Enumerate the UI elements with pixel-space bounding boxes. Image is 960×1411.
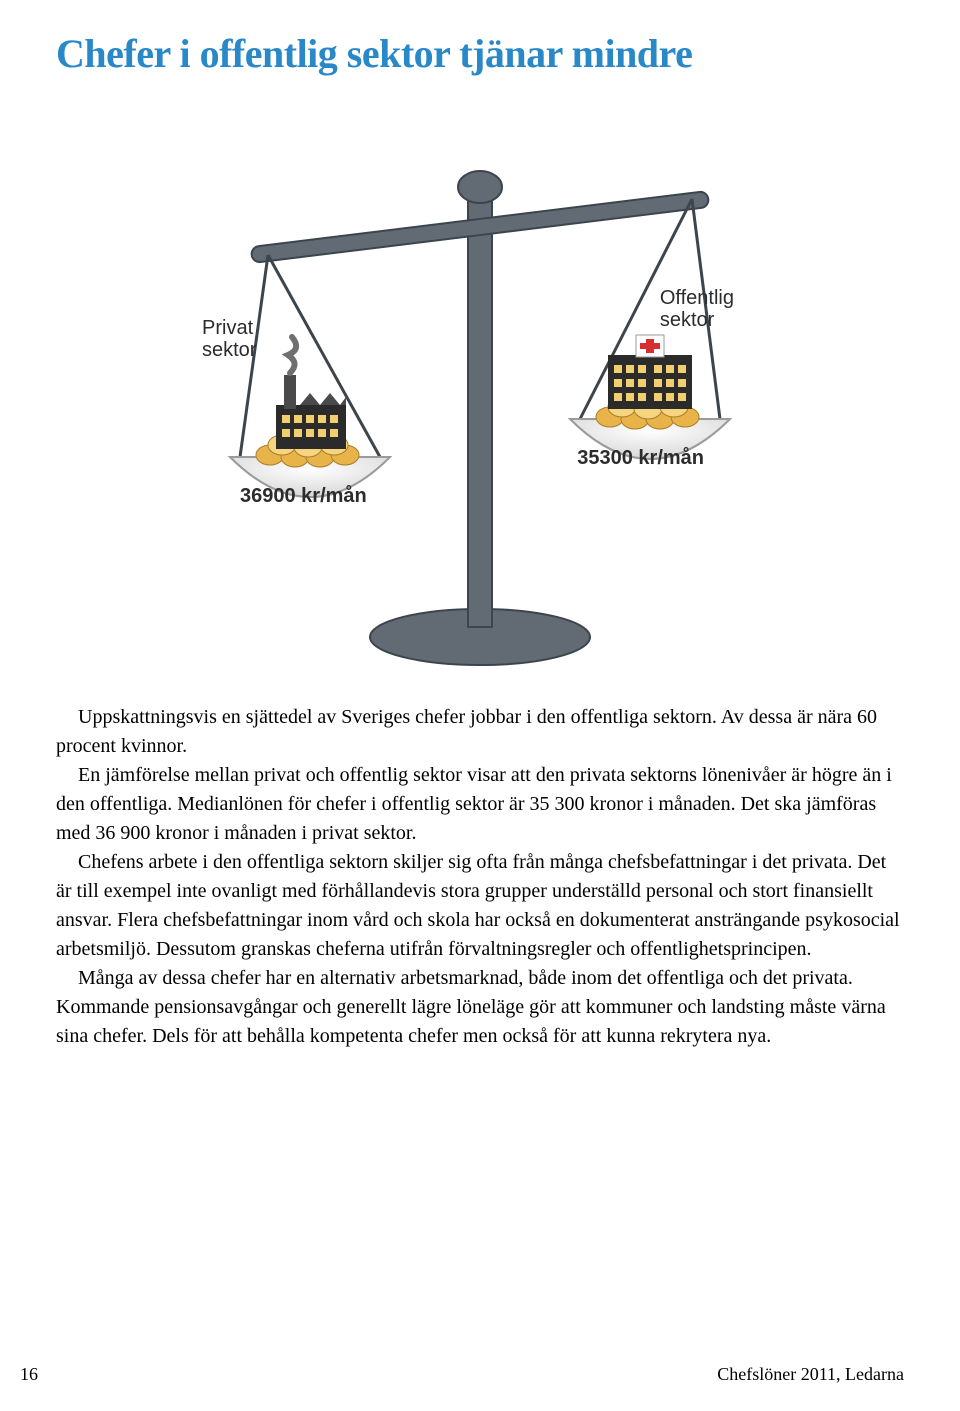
page-number: 16 <box>20 1364 38 1385</box>
right-label-line2: sektor <box>660 309 714 331</box>
paragraph: En jämförelse mellan privat och offentli… <box>56 761 904 848</box>
paragraph: Många av dessa chefer har en alternativ … <box>56 964 904 1051</box>
scale-svg <box>200 137 760 667</box>
left-pan-value: 36900 kr/mån <box>240 485 367 508</box>
body-text: Uppskattningsvis en sjättedel av Sverige… <box>56 703 904 1051</box>
paragraph: Uppskattningsvis en sjättedel av Sverige… <box>56 703 904 761</box>
right-pan-value: 35300 kr/mån <box>577 447 704 470</box>
left-label-line2: sektor <box>202 339 256 361</box>
balance-scale-infographic: Privat sektor Offentlig sektor 36900 kr/… <box>200 137 760 667</box>
footer-source: Chefslöner 2011, Ledarna <box>717 1364 904 1385</box>
page-footer: 16 Chefslöner 2011, Ledarna <box>0 1364 960 1385</box>
page-title: Chefer i offentlig sektor tjänar mindre <box>56 30 904 77</box>
right-label-line1: Offentlig <box>660 287 734 309</box>
right-pan-label: Offentlig sektor <box>660 287 734 331</box>
paragraph: Chefens arbete i den offentliga sektorn … <box>56 848 904 964</box>
left-label-line1: Privat <box>202 317 253 339</box>
left-pan-label: Privat sektor <box>202 317 256 361</box>
